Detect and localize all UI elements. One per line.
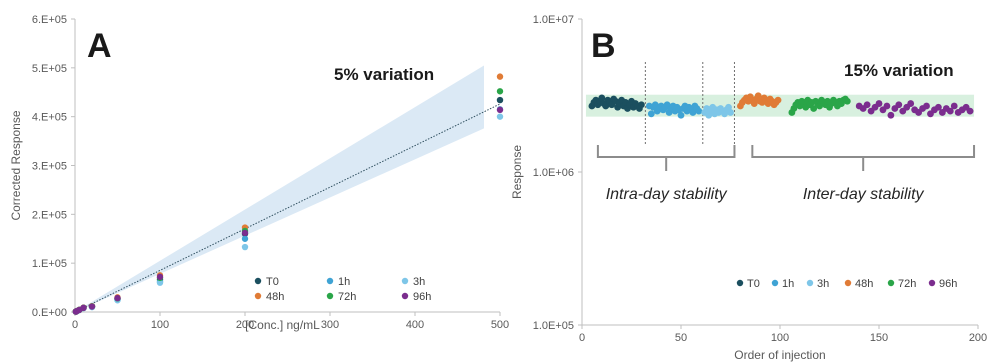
legend-label-3h: 3h <box>817 278 829 290</box>
data-point-48h <box>754 92 762 100</box>
x-tick-label: 100 <box>771 332 789 344</box>
x-tick-label: 500 <box>491 319 509 331</box>
data-point-3h <box>241 243 249 251</box>
variation-annotation: 15% variation <box>844 61 954 80</box>
data-point-96h <box>907 100 915 107</box>
data-point-96h <box>923 102 930 110</box>
legend-marker-3h <box>401 277 409 285</box>
data-point-3h <box>156 279 164 286</box>
y-tick-label: 1.0E+06 <box>533 167 574 179</box>
data-point-96h <box>950 102 958 110</box>
y-tick-label: 0.E+00 <box>32 307 67 319</box>
y-tick-label: 5.E+05 <box>32 63 67 75</box>
data-point-96h <box>114 294 121 302</box>
data-point-t0 <box>598 94 606 102</box>
legend-label-72h: 72h <box>898 278 916 290</box>
group-label-intra-day-stability: Intra-day stability <box>606 186 728 203</box>
data-point-96h <box>875 100 883 107</box>
data-point-96h <box>887 111 895 119</box>
x-tick-label: 200 <box>236 319 254 331</box>
y-tick-label: 3.E+05 <box>32 161 67 173</box>
data-point-72h <box>843 97 851 105</box>
data-point-96h <box>946 107 954 115</box>
data-point-1h <box>647 110 655 118</box>
data-point-48h <box>496 73 504 80</box>
x-tick-label: 200 <box>969 332 987 344</box>
legend-marker-96h <box>401 292 409 300</box>
data-point-96h <box>496 106 504 114</box>
y-tick-label: 2.E+05 <box>32 209 67 221</box>
data-point-96h <box>80 304 87 312</box>
x-axis-title: Order of injection <box>734 348 825 362</box>
x-tick-label: 0 <box>579 332 585 344</box>
data-point-72h <box>810 105 818 112</box>
data-point-96h <box>935 103 942 111</box>
legend-marker-1h <box>326 277 334 285</box>
x-tick-label: 0 <box>72 319 78 331</box>
y-axis-title: Corrected Response <box>9 110 23 220</box>
legend-marker-1h <box>771 279 779 287</box>
data-point-96h <box>863 101 871 109</box>
data-point-1h <box>241 235 249 242</box>
panel-label: B <box>591 27 616 65</box>
legend-label-1h: 1h <box>338 276 350 288</box>
x-axis-title: [Conc.] ng/mL <box>245 318 320 332</box>
data-point-96h <box>241 229 249 237</box>
legend-marker-t0 <box>254 277 262 285</box>
legend-label-96h: 96h <box>413 291 431 303</box>
variation-annotation: 5% variation <box>334 65 434 84</box>
legend-label-72h: 72h <box>338 291 356 303</box>
y-tick-label: 4.E+05 <box>32 112 67 124</box>
legend-marker-48h <box>254 292 262 300</box>
legend-label-96h: 96h <box>939 278 957 290</box>
data-point-72h <box>496 88 504 95</box>
legend-label-t0: T0 <box>747 278 760 290</box>
data-point-1h <box>677 111 685 119</box>
legend-label-t0: T0 <box>266 276 279 288</box>
data-point-96h <box>883 102 891 110</box>
x-tick-label: 400 <box>406 319 424 331</box>
data-point-96h <box>966 107 974 115</box>
group-bracket-intra-day-stability <box>596 145 736 171</box>
data-point-3h <box>727 109 734 116</box>
legend-marker-t0 <box>736 279 744 287</box>
confidence-band <box>75 53 484 313</box>
legend-marker-72h <box>887 279 895 287</box>
x-tick-label: 50 <box>675 332 687 344</box>
legend-label-1h: 1h <box>782 278 794 290</box>
data-point-t0 <box>496 96 504 104</box>
data-point-48h <box>774 96 782 104</box>
x-tick-label: 100 <box>151 319 169 331</box>
x-tick-label: 300 <box>321 319 339 331</box>
data-point-96h <box>88 303 96 310</box>
y-axis-title: Response <box>510 145 524 199</box>
legend-marker-72h <box>326 292 334 300</box>
legend-label-3h: 3h <box>413 276 425 288</box>
x-tick-label: 150 <box>870 332 888 344</box>
y-tick-label: 6.E+05 <box>32 14 67 26</box>
legend-marker-3h <box>806 279 814 287</box>
data-point-t0 <box>638 101 645 109</box>
group-bracket-inter-day-stability <box>751 145 976 171</box>
y-tick-label: 1.0E+05 <box>533 320 574 332</box>
legend-marker-48h <box>844 279 852 287</box>
panel-label: A <box>87 27 112 65</box>
legend-label-48h: 48h <box>855 278 873 290</box>
legend-label-48h: 48h <box>266 291 284 303</box>
data-point-96h <box>895 101 903 109</box>
data-point-3h <box>725 103 732 111</box>
group-label-inter-day-stability: Inter-day stability <box>803 186 925 203</box>
data-point-96h <box>156 273 164 281</box>
data-point-1h <box>695 107 703 115</box>
data-point-3h <box>496 113 504 120</box>
chart-panel-a: 0 100 200 300 400 500 0.E+00 1.E+05 2.E+05 3.E+05… <box>9 14 509 332</box>
trend-line <box>74 103 501 313</box>
chart-panel-b: 0 50 100 150 200 1.0E+05 1.0E+06 1.0E+07 Order o… <box>510 14 987 362</box>
legend-marker-96h <box>928 279 936 287</box>
y-tick-label: 1.0E+07 <box>533 14 574 26</box>
y-tick-label: 1.E+05 <box>32 258 67 270</box>
